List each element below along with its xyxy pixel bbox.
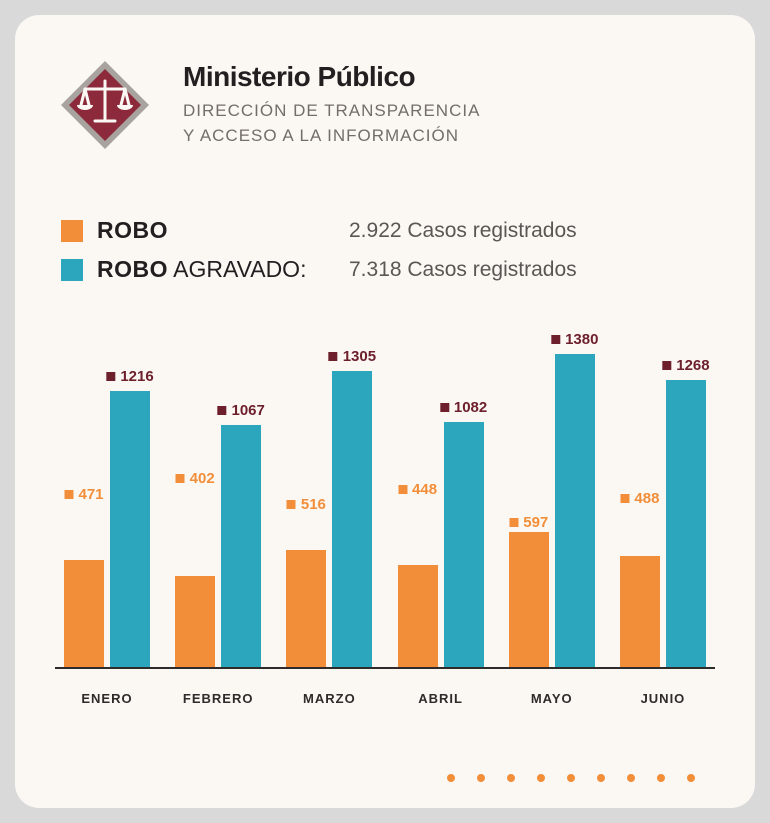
bar-group: 4881268 xyxy=(613,380,713,667)
bar-label-robo: 516 xyxy=(287,496,326,513)
legend-label-robo-agravado: ROBO AGRAVADO: xyxy=(97,256,349,283)
bar-label-robo-agravado: 1380 xyxy=(551,331,598,348)
bar-robo: 402 xyxy=(175,576,215,667)
legend-total-robo-agravado: 7.318 Casos registrados xyxy=(349,258,577,282)
pagination-dot[interactable] xyxy=(657,774,665,782)
header-subtitle-line2: Y ACCESO A LA INFORMACIÓN xyxy=(183,126,459,145)
bar-group: 5971380 xyxy=(502,354,602,667)
bar-robo-agravado: 1268 xyxy=(666,380,706,667)
header-subtitle: DIRECCIÓN DE TRANSPARENCIA Y ACCESO A LA… xyxy=(183,99,480,148)
pagination-dot[interactable] xyxy=(567,774,575,782)
bar-group: 4711216 xyxy=(57,391,157,667)
pagination-dot[interactable] xyxy=(687,774,695,782)
pagination-dot[interactable] xyxy=(477,774,485,782)
x-axis-tick: ENERO xyxy=(57,691,157,706)
bar-label-robo: 402 xyxy=(176,470,215,487)
header-subtitle-line1: DIRECCIÓN DE TRANSPARENCIA xyxy=(183,101,480,120)
x-axis-tick: JUNIO xyxy=(613,691,713,706)
header: Ministerio Público DIRECCIÓN DE TRANSPAR… xyxy=(55,55,715,155)
bar-chart: 4711216402106751613054481082597138048812… xyxy=(55,329,715,669)
bar-robo-agravado: 1082 xyxy=(444,422,484,667)
pagination-dot[interactable] xyxy=(447,774,455,782)
header-text: Ministerio Público DIRECCIÓN DE TRANSPAR… xyxy=(183,55,480,148)
legend-swatch-robo xyxy=(61,220,83,242)
legend-row-robo-agravado: ROBO AGRAVADO: 7.318 Casos registrados xyxy=(61,256,715,283)
bar-group: 4021067 xyxy=(168,425,268,667)
bar-group: 4481082 xyxy=(391,422,491,667)
x-axis-tick: ABRIL xyxy=(391,691,491,706)
header-title: Ministerio Público xyxy=(183,61,480,93)
pagination-dot[interactable] xyxy=(627,774,635,782)
bar-robo-agravado: 1067 xyxy=(221,425,261,667)
bar-label-robo-agravado: 1067 xyxy=(218,402,265,419)
bar-label-robo: 488 xyxy=(620,490,659,507)
ministerio-publico-logo xyxy=(55,55,155,155)
bar-robo: 448 xyxy=(398,565,438,667)
infographic-card: Ministerio Público DIRECCIÓN DE TRANSPAR… xyxy=(15,15,755,808)
legend-total-robo: 2.922 Casos registrados xyxy=(349,219,577,243)
x-axis-tick: MAYO xyxy=(502,691,602,706)
bar-label-robo-agravado: 1216 xyxy=(106,368,153,385)
pagination-dot[interactable] xyxy=(597,774,605,782)
bar-label-robo: 471 xyxy=(64,486,103,503)
bar-label-robo-agravado: 1305 xyxy=(329,348,376,365)
bar-label-robo: 597 xyxy=(509,514,548,531)
bar-label-robo-agravado: 1082 xyxy=(440,399,487,416)
bar-chart-x-axis: ENERO FEBRERO MARZO ABRIL MAYO JUNIO xyxy=(55,691,715,706)
x-axis-tick: FEBRERO xyxy=(168,691,268,706)
bar-robo: 471 xyxy=(64,560,104,667)
bar-label-robo-agravado: 1268 xyxy=(662,357,709,374)
bar-label-robo: 448 xyxy=(398,481,437,498)
bar-robo: 516 xyxy=(286,550,326,667)
bar-robo: 597 xyxy=(509,532,549,667)
pagination-dot[interactable] xyxy=(507,774,515,782)
bar-robo-agravado: 1216 xyxy=(110,391,150,667)
x-axis-tick: MARZO xyxy=(279,691,379,706)
legend-label-robo: ROBO xyxy=(97,217,349,244)
bar-robo-agravado: 1380 xyxy=(555,354,595,667)
bar-group: 5161305 xyxy=(279,371,379,667)
legend-row-robo: ROBO 2.922 Casos registrados xyxy=(61,217,715,244)
bar-robo-agravado: 1305 xyxy=(332,371,372,667)
pagination-dot[interactable] xyxy=(537,774,545,782)
pagination-dots xyxy=(447,774,695,782)
legend-swatch-robo-agravado xyxy=(61,259,83,281)
legend: ROBO 2.922 Casos registrados ROBO AGRAVA… xyxy=(61,217,715,283)
bar-robo: 488 xyxy=(620,556,660,667)
